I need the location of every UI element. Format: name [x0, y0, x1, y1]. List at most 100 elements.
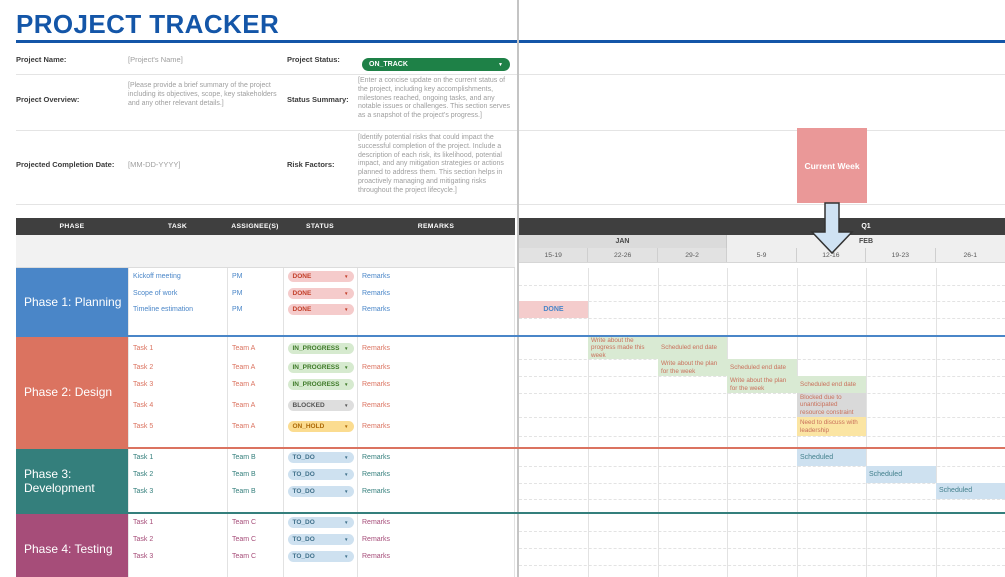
remarks-link[interactable]: Remarks: [358, 337, 515, 359]
status-dropdown[interactable]: TO_DO ▼: [287, 452, 354, 463]
task-name[interactable]: Task 3: [129, 376, 228, 393]
project-name-value[interactable]: [Project's Name]: [128, 55, 183, 64]
project-status-dropdown[interactable]: ON_TRACK ▼: [362, 58, 510, 71]
remarks-link[interactable]: Remarks: [358, 268, 515, 285]
status-dropdown[interactable]: IN_PROGRESS ▼: [287, 342, 354, 354]
project-overview-value[interactable]: [Please provide a brief summary of the p…: [128, 82, 277, 107]
frozen-pane-divider[interactable]: [517, 0, 519, 577]
remarks-link[interactable]: Remarks: [358, 531, 515, 548]
chevron-down-icon: ▼: [344, 290, 349, 296]
status-dropdown[interactable]: TO_DO ▼: [287, 551, 354, 562]
status-value: IN_PROGRESS: [292, 381, 340, 388]
assignee[interactable]: Team A: [228, 359, 284, 376]
timeline-note[interactable]: Need to discuss with leadership: [797, 417, 866, 436]
assignee[interactable]: Team B: [228, 449, 284, 466]
chevron-down-icon: ▼: [344, 455, 349, 460]
timeline-note[interactable]: Write about the plan for the week: [658, 359, 727, 376]
remarks-link[interactable]: Remarks: [358, 514, 515, 531]
assignee[interactable]: Team A: [228, 376, 284, 393]
table-row: Task 2 Team C TO_DO ▼ Remarks: [129, 531, 515, 548]
assignee[interactable]: PM: [228, 301, 284, 318]
timeline-note[interactable]: Write about the progress made this week: [588, 337, 658, 359]
assignee[interactable]: Team C: [228, 531, 284, 548]
remarks-link[interactable]: Remarks: [358, 285, 515, 301]
completion-date-value[interactable]: [MM-DD-YYYY]: [128, 160, 181, 169]
risk-factors-value[interactable]: [Identify potential risks that could imp…: [358, 134, 504, 194]
task-name[interactable]: Task 3: [129, 483, 228, 499]
chevron-down-icon: ▼: [344, 472, 349, 477]
status-dropdown[interactable]: TO_DO ▼: [287, 517, 354, 528]
task-name[interactable]: Task 1: [129, 449, 228, 466]
remarks-link[interactable]: Remarks: [358, 301, 515, 318]
task-name[interactable]: Task 2: [129, 359, 228, 376]
timeline-note[interactable]: Scheduled end date: [727, 359, 797, 376]
status-summary-value[interactable]: [Enter a concise update on the current s…: [358, 77, 511, 119]
assignee[interactable]: Team A: [228, 417, 284, 436]
assignee[interactable]: Team C: [228, 514, 284, 531]
chevron-down-icon: ▼: [344, 382, 349, 387]
remarks-link[interactable]: Remarks: [358, 466, 515, 483]
header-status: STATUS: [306, 223, 334, 230]
task-name[interactable]: Scope of work: [129, 285, 228, 301]
status-value: IN_PROGRESS: [292, 364, 340, 371]
timeline-note[interactable]: Scheduled: [797, 449, 866, 466]
status-dropdown[interactable]: IN_PROGRESS ▼: [287, 379, 354, 390]
week-cell: 26-1: [935, 248, 1005, 262]
timeline-note[interactable]: Write about the plan for the week: [727, 376, 797, 393]
month-jan: JAN: [519, 235, 727, 248]
task-name[interactable]: Kickoff meeting: [129, 268, 228, 285]
project-name-label: Project Name:: [16, 55, 67, 64]
header-task: TASK: [167, 223, 188, 230]
assignee[interactable]: PM: [228, 268, 284, 285]
assignee[interactable]: Team A: [228, 393, 284, 417]
assignee[interactable]: Team B: [228, 466, 284, 483]
status-dropdown[interactable]: BLOCKED ▼: [287, 399, 354, 411]
status-dropdown[interactable]: IN_PROGRESS ▼: [287, 362, 354, 373]
task-name[interactable]: Task 2: [129, 466, 228, 483]
week-cell: 19-23: [866, 248, 936, 262]
table-row: Task 4 Team A BLOCKED ▼ Remarks: [129, 393, 515, 417]
status-dropdown[interactable]: TO_DO ▼: [287, 534, 354, 545]
remarks-link[interactable]: Remarks: [358, 393, 515, 417]
status-dropdown[interactable]: TO_DO ▼: [287, 469, 354, 480]
quarter-label: Q1: [861, 223, 871, 230]
remarks-link[interactable]: Remarks: [358, 483, 515, 499]
phase-3-block: Phase 3: Development: [16, 449, 128, 512]
status-dropdown[interactable]: DONE ▼: [287, 287, 354, 299]
assignee[interactable]: Team A: [228, 337, 284, 359]
remarks-link[interactable]: Remarks: [358, 376, 515, 393]
month-header-row: JAN FEB: [519, 235, 1005, 248]
task-name[interactable]: Task 2: [129, 531, 228, 548]
remarks-link[interactable]: Remarks: [358, 449, 515, 466]
remarks-link[interactable]: Remarks: [358, 359, 515, 376]
phase-4-block: Phase 4: Testing: [16, 514, 128, 577]
timeline-note[interactable]: DONE: [519, 301, 588, 318]
status-dropdown[interactable]: ON_HOLD ▼: [287, 421, 354, 432]
task-name[interactable]: Task 1: [129, 337, 228, 359]
timeline-note[interactable]: Scheduled end date: [658, 337, 727, 359]
week-cell: 5-9: [727, 248, 797, 262]
task-name[interactable]: Task 5: [129, 417, 228, 436]
status-dropdown[interactable]: DONE ▼: [287, 304, 354, 315]
assignee[interactable]: Team B: [228, 483, 284, 499]
assignee[interactable]: PM: [228, 285, 284, 301]
timeline-note[interactable]: Scheduled end date: [797, 376, 866, 393]
remarks-link[interactable]: Remarks: [358, 417, 515, 436]
remarks-link[interactable]: Remarks: [358, 548, 515, 565]
task-name[interactable]: Timeline estimation: [129, 301, 228, 318]
project-status-value: ON_TRACK: [369, 61, 408, 68]
status-dropdown[interactable]: TO_DO ▼: [287, 485, 354, 497]
timeline-note[interactable]: Scheduled: [936, 483, 1005, 499]
table-row: Task 1 Team B TO_DO ▼ Remarks: [129, 449, 515, 466]
status-value: ON_HOLD: [292, 423, 325, 430]
task-name[interactable]: Task 4: [129, 393, 228, 417]
timeline-note[interactable]: Scheduled: [866, 466, 936, 483]
week-header-row: 15-19 22-26 29-2 5-9 12-16 19-23 26-1: [519, 248, 1005, 263]
timeline-note[interactable]: Blocked due to unanticipated resource co…: [797, 393, 866, 417]
task-name[interactable]: Task 1: [129, 514, 228, 531]
task-name[interactable]: Task 3: [129, 548, 228, 565]
assignee[interactable]: Team C: [228, 548, 284, 565]
status-dropdown[interactable]: DONE ▼: [287, 271, 354, 282]
status-value: TO_DO: [292, 471, 315, 478]
